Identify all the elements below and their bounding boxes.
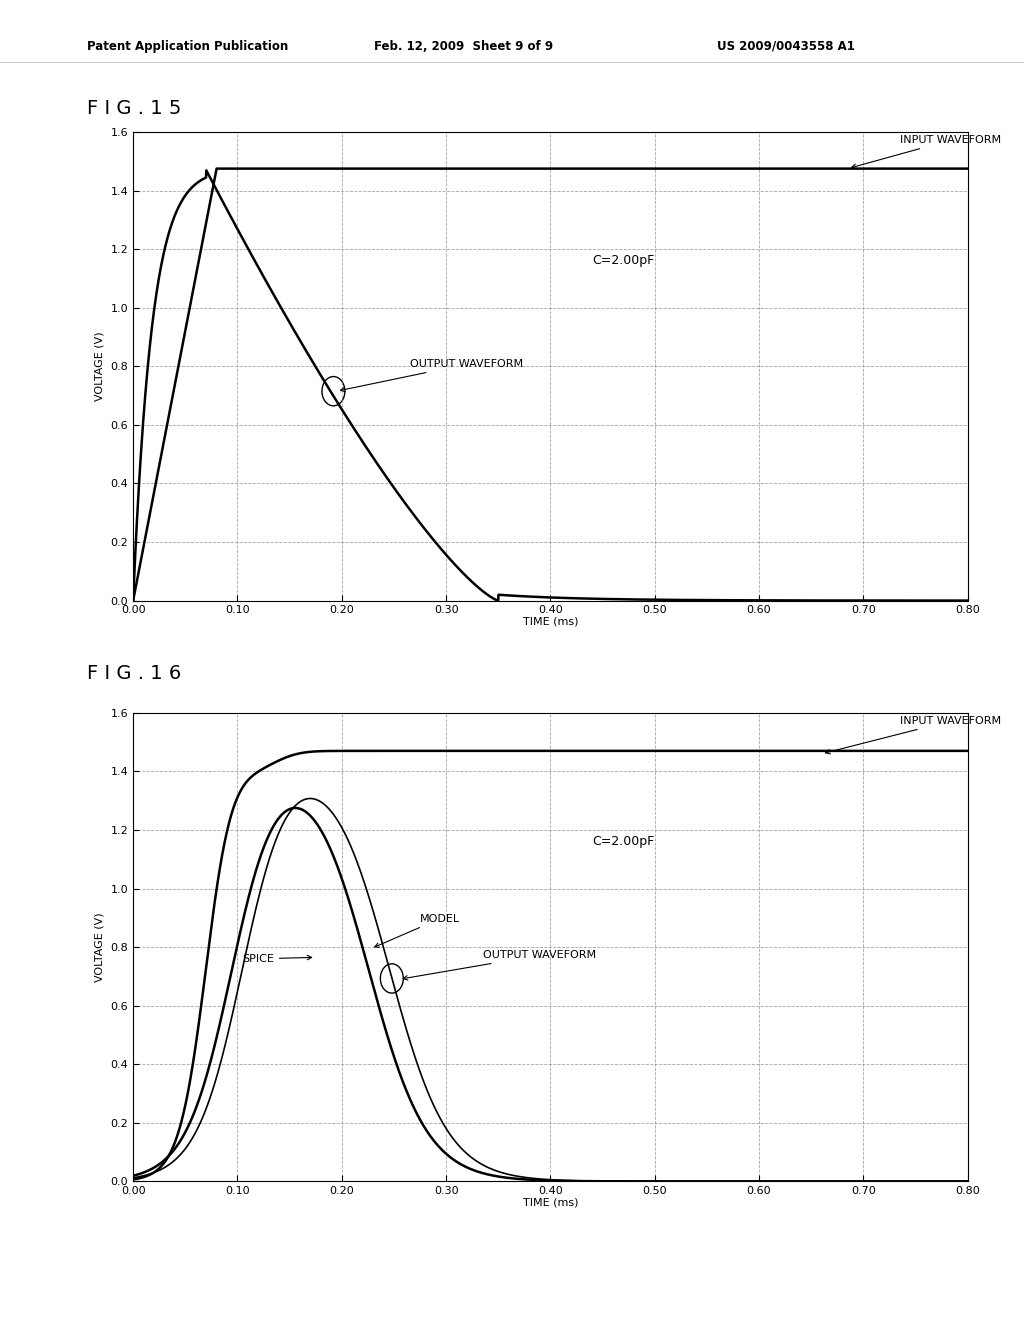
Text: F I G . 1 6: F I G . 1 6 bbox=[87, 664, 181, 682]
Text: F I G . 1 5: F I G . 1 5 bbox=[87, 99, 181, 117]
Text: US 2009/0043558 A1: US 2009/0043558 A1 bbox=[717, 40, 855, 53]
Text: C=2.00pF: C=2.00pF bbox=[592, 253, 654, 267]
Y-axis label: VOLTAGE (V): VOLTAGE (V) bbox=[95, 331, 104, 401]
Text: MODEL: MODEL bbox=[375, 913, 460, 948]
X-axis label: TIME (ms): TIME (ms) bbox=[522, 616, 579, 627]
Text: INPUT WAVEFORM: INPUT WAVEFORM bbox=[825, 715, 1001, 754]
Text: SPICE: SPICE bbox=[242, 954, 311, 964]
Text: OUTPUT WAVEFORM: OUTPUT WAVEFORM bbox=[340, 359, 522, 392]
Y-axis label: VOLTAGE (V): VOLTAGE (V) bbox=[95, 912, 104, 982]
Text: Patent Application Publication: Patent Application Publication bbox=[87, 40, 289, 53]
Text: Feb. 12, 2009  Sheet 9 of 9: Feb. 12, 2009 Sheet 9 of 9 bbox=[374, 40, 553, 53]
Text: C=2.00pF: C=2.00pF bbox=[592, 834, 654, 847]
X-axis label: TIME (ms): TIME (ms) bbox=[522, 1197, 579, 1208]
Text: INPUT WAVEFORM: INPUT WAVEFORM bbox=[852, 135, 1001, 169]
Text: OUTPUT WAVEFORM: OUTPUT WAVEFORM bbox=[403, 950, 596, 979]
